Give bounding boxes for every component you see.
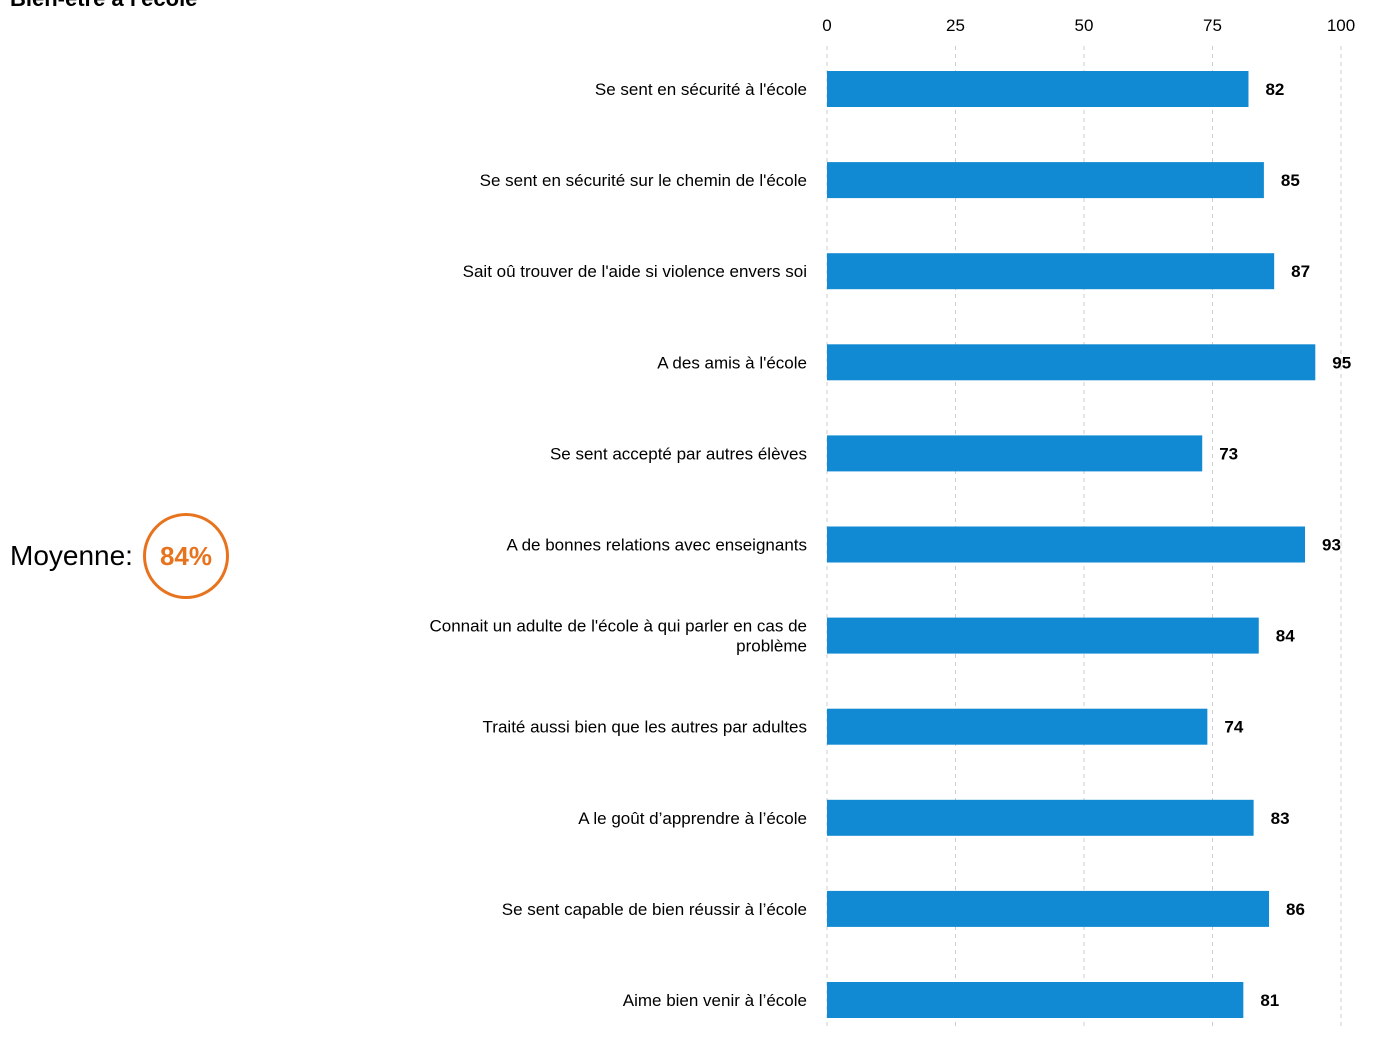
category-label: A des amis à l'école: [657, 353, 807, 372]
category-label: Traité aussi bien que les autres par adu…: [483, 718, 807, 737]
chart-bars: [827, 71, 1316, 1018]
bar: [827, 435, 1203, 472]
value-label: 87: [1291, 262, 1310, 281]
bar: [827, 708, 1208, 745]
x-tick-label: 0: [822, 16, 831, 35]
bar: [827, 162, 1264, 199]
category-label: Aime bien venir à l’école: [623, 991, 807, 1010]
category-label: Se sent capable de bien réussir à l’écol…: [502, 900, 807, 919]
bar: [827, 526, 1306, 563]
bar: [827, 71, 1249, 107]
average-label: Moyenne:: [10, 540, 133, 571]
category-label: problème: [736, 637, 807, 656]
bar: [827, 890, 1270, 927]
value-label: 81: [1260, 991, 1279, 1010]
bar: [827, 344, 1316, 381]
x-tick-label: 100: [1327, 16, 1355, 35]
category-label: Sait oû trouver de l'aide si violence en…: [463, 262, 807, 281]
category-label: Se sent en sécurité sur le chemin de l'é…: [480, 171, 807, 190]
category-label: Connait un adulte de l'école à qui parle…: [429, 617, 807, 636]
page-title: Bien-être à l'école: [10, 0, 197, 12]
value-label: 84: [1276, 627, 1295, 646]
category-label: A de bonnes relations avec enseignants: [506, 536, 807, 555]
average-summary: Moyenne: 84%: [10, 510, 229, 602]
value-label: 95: [1332, 353, 1351, 372]
category-label: Se sent en sécurité à l'école: [595, 80, 807, 99]
average-badge: 84%: [142, 513, 229, 599]
average-value: 84%: [159, 540, 212, 571]
x-tick-label: 25: [946, 16, 965, 35]
value-label: 74: [1224, 718, 1243, 737]
x-tick-label: 50: [1075, 16, 1094, 35]
bar: [827, 617, 1259, 654]
bar: [827, 799, 1254, 836]
category-label: A le goût d’apprendre à l’école: [578, 809, 807, 828]
bar: [827, 253, 1275, 290]
value-labels: 82 85 87 95 73 93 84 74 83 86 81: [1219, 80, 1351, 1010]
value-label: 73: [1219, 444, 1238, 463]
bar: [827, 982, 1244, 1018]
value-label: 85: [1281, 171, 1300, 190]
x-tick-label: 75: [1203, 16, 1222, 35]
x-axis-ticks: 0 25 50 75 100: [822, 16, 1355, 35]
value-label: 83: [1271, 809, 1290, 828]
value-label: 93: [1322, 536, 1341, 555]
value-label: 82: [1265, 80, 1284, 99]
value-label: 86: [1286, 900, 1305, 919]
category-labels: Se sent en sécurité à l'école Se sent en …: [429, 80, 807, 1010]
category-label: Se sent accepté par autres élèves: [550, 444, 807, 463]
